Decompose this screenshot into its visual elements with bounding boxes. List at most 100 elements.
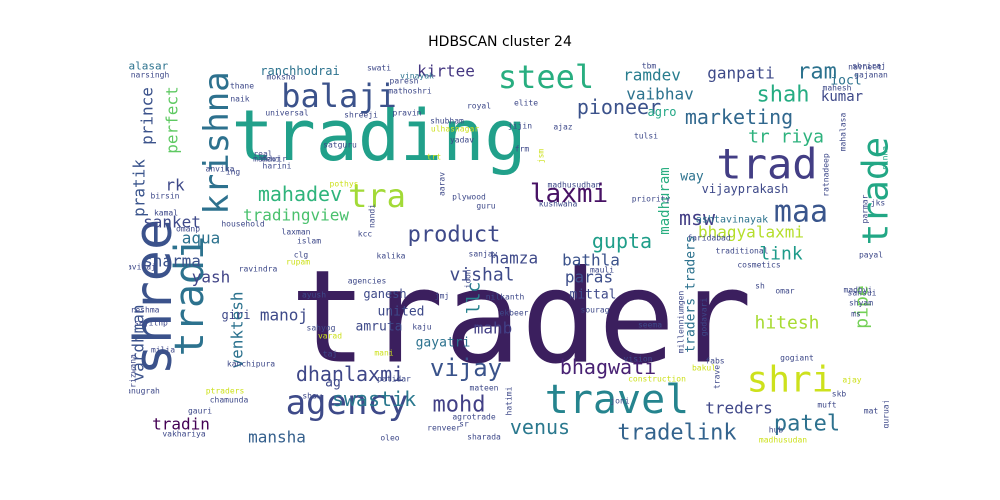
word-gupta: gupta [592,229,652,253]
word-agro: agro [648,105,677,119]
word-vijayprakash: vijayprakash [702,182,789,196]
word-seema: seema [638,321,662,330]
word-taj: taj [323,350,337,359]
word-traditional: traditional [716,247,769,256]
word-guru: guru [476,202,495,211]
word-laxman: laxman [282,228,311,237]
word-llc: llc [464,282,485,315]
word-sanjay: sanjay [469,250,498,259]
word-laxmi: laxmi [530,179,608,209]
word-omar: omar [775,287,794,296]
word-gogiant: gogiant [780,354,814,363]
word-mahadev: mahadev [258,182,342,206]
word-jijin: jijin [508,122,532,131]
word-perfect: perfect [163,86,182,153]
word-ekbeer: ekbeer [500,309,529,318]
word-yash: yash [192,268,231,287]
word-balaji: balaji [281,77,397,115]
word-vakhariya: vakhariya [162,430,206,439]
word-hatimi: hatimi [505,386,514,415]
word-ajaz: ajaz [553,123,572,132]
word-pipe: pipe [852,285,873,328]
word-trad: trad [716,140,817,189]
word-shubham: shubham [430,117,464,126]
word-raviraj: raviraj [129,263,156,272]
word-vijay: vijay [430,354,502,382]
word-mansha: mansha [248,428,306,447]
word-kushwaha: kushwaha [539,200,578,209]
word-reshma: reshma [131,306,160,315]
word-shreeji: shreeji [344,111,378,120]
word-tradingview: tradingview [243,206,349,225]
word-treders: treders [705,399,772,418]
word-trading: trading [231,95,526,177]
word-shaw: shaw [302,392,321,401]
word-jsm: jsm [537,149,546,164]
word-mateen: mateen [470,384,499,393]
word-varad: varad [318,332,342,341]
word-ashtavinayak: ashtavinayak [696,215,768,226]
word-hitesh: hitesh [754,313,819,334]
word-tbm: tbm [642,62,657,71]
word-millenniumgen: millenniumgen [677,291,686,354]
word-kumar: kumar [821,89,863,105]
word-tradelink: tradelink [617,421,736,446]
word-link: link [759,244,803,265]
word-mauli: mauli [590,266,614,275]
word-rizwana: rizwana [129,354,138,388]
word-tra: tra [348,177,406,215]
word-kalika: kalika [377,252,406,261]
word-renveer: renveer [427,424,461,433]
word-ayush: ayush [302,291,326,300]
word-product: product [408,223,501,248]
word-real: real [253,150,272,159]
word-elite: elite [514,99,538,108]
word-mani: mani [374,349,393,358]
word-msw: msw [679,206,716,230]
word-bhagwati: bhagwati [560,355,656,379]
word-anvika: anvika [206,165,235,174]
word-gajanan: gajanan [854,71,888,80]
word-birsin: birsin [151,192,180,201]
word-godavari: godavari [700,298,709,337]
word-bathla: bathla [562,251,620,270]
word-frm: frm [515,145,530,154]
word-islam: islam [297,237,321,246]
word-hub: hub [769,426,784,435]
word-priority: priority [632,195,671,204]
word-sharma: sharma [143,252,201,271]
word-ranchhodrai: ranchhodrai [260,64,339,78]
word-sansui: sansui [848,289,877,298]
word-shyam: shyam [849,299,873,308]
word-ganesh: ganesh [363,287,406,301]
word-hamza: hamza [490,249,538,268]
word-ram: ram [797,61,837,85]
word-sahyog: sahyog [307,324,336,333]
word-krishna: krishna [197,71,237,214]
word-oleo: oleo [380,434,399,443]
word-harini: harini [263,162,292,171]
word-rk: rk [165,176,185,195]
word-satguru: satguru [323,141,357,150]
word-manoj: manoj [260,306,308,325]
word-jks: jks [871,199,886,208]
word-traders-traders: traders traders [684,235,699,352]
word-rupam: rupam [286,258,310,267]
word-tradin: tradin [152,415,210,434]
word-trade: trade [856,137,890,245]
word-chamunda: chamunda [210,396,249,405]
word-swastik: swastik [332,387,416,411]
word-iocl: iocl [830,74,861,89]
word-devi: devi [261,155,280,164]
word-ms: ms [851,310,861,319]
word-sajithp: sajithp [134,319,168,328]
word-madhvi: madhvi [844,286,873,295]
word-payal: payal [859,251,883,260]
word-united: united [378,305,425,320]
word-icon: icon [464,269,473,288]
word-travel: travel [545,377,690,423]
word-giri: giri [222,308,251,322]
word-steel: steel [498,61,594,96]
word-ramdev: ramdev [623,66,681,85]
word-pratik: pratik [130,159,149,217]
